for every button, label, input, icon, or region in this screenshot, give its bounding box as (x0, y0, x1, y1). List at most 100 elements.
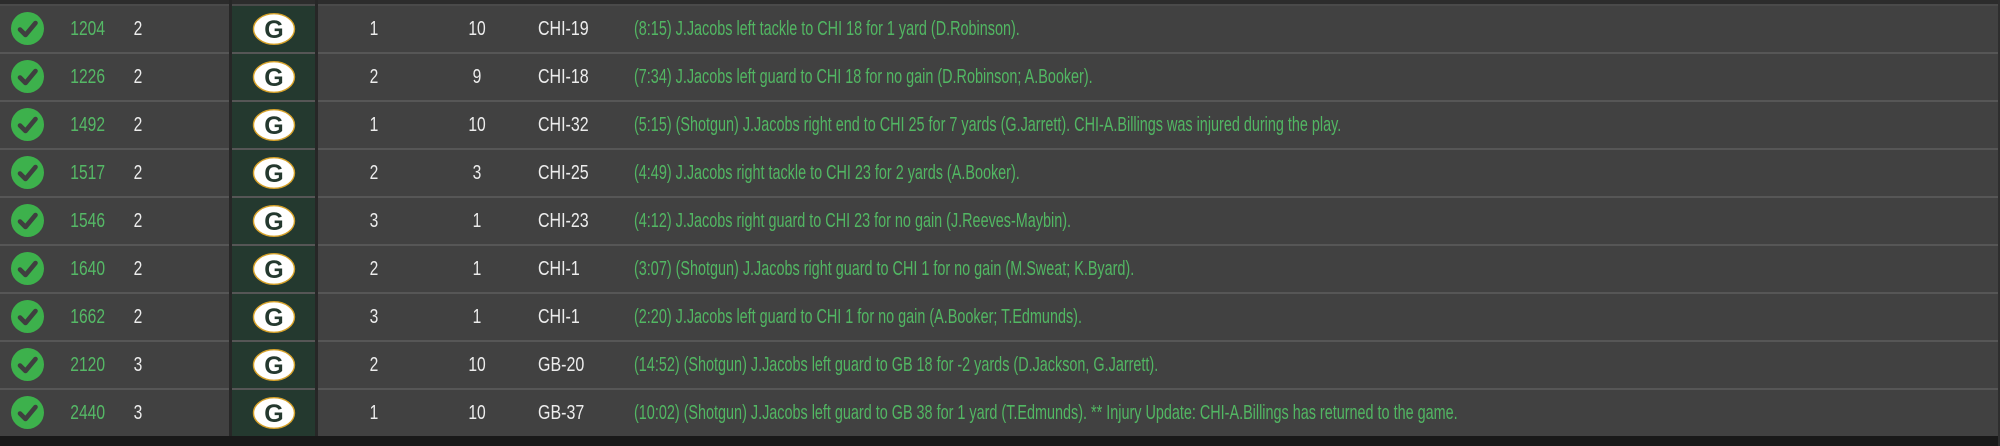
packers-logo-icon: G (252, 108, 295, 142)
play-description: (10:02) (Shotgun) J.Jacobs left guard to… (634, 402, 1458, 424)
play-id: 2120 (70, 354, 105, 376)
green-check-icon[interactable] (11, 108, 44, 141)
quarter: 2 (133, 114, 143, 136)
table-bottom-bar (0, 436, 2000, 446)
distance: 1 (472, 258, 482, 280)
team-logo-cell: G (232, 54, 315, 100)
play-description: (5:15) (Shotgun) J.Jacobs right end to C… (634, 114, 1342, 136)
field-position: GB-20 (538, 354, 585, 376)
down: 2 (369, 354, 379, 376)
down: 1 (369, 114, 379, 136)
down: 3 (369, 210, 379, 232)
distance: 10 (468, 114, 486, 136)
quarter: 2 (133, 162, 143, 184)
down: 1 (369, 18, 379, 40)
field-position: GB-37 (538, 402, 585, 424)
distance: 9 (472, 66, 482, 88)
play-id: 1492 (70, 114, 105, 136)
play-id: 1662 (70, 306, 105, 328)
table-row[interactable]: 1546 2 G 3 1 CHI-23 (4:12) J.Jacobs righ… (0, 196, 2000, 244)
team-logo-cell: G (232, 102, 315, 148)
table-top-edge (0, 0, 2000, 4)
green-check-icon[interactable] (11, 204, 44, 237)
svg-text:G: G (264, 304, 283, 332)
packers-logo-icon: G (252, 204, 295, 238)
packers-logo-icon: G (252, 348, 295, 382)
svg-text:G: G (264, 112, 283, 140)
play-description: (2:20) J.Jacobs left guard to CHI 1 for … (634, 306, 1082, 328)
svg-text:G: G (264, 352, 283, 380)
table-row[interactable]: 1640 2 G 2 1 CHI-1 (3:07) (Shotgun) J.Ja… (0, 244, 2000, 292)
packers-logo-icon: G (252, 300, 295, 334)
team-logo-cell: G (232, 198, 315, 244)
table-row[interactable]: 1517 2 G 2 3 CHI-25 (4:49) J.Jacobs righ… (0, 148, 2000, 196)
packers-logo-icon: G (252, 156, 295, 190)
green-check-icon[interactable] (11, 252, 44, 285)
field-position: CHI-23 (538, 210, 589, 232)
green-check-icon[interactable] (11, 348, 44, 381)
quarter: 2 (133, 306, 143, 328)
play-description: (8:15) J.Jacobs left tackle to CHI 18 fo… (634, 18, 1020, 40)
team-logo-cell: G (232, 294, 315, 340)
packers-logo-icon: G (252, 60, 295, 94)
quarter: 2 (133, 18, 143, 40)
team-logo-cell: G (232, 390, 315, 436)
table-row[interactable]: 1492 2 G 1 10 CHI-32 (5:15) (Shotgun) J.… (0, 100, 2000, 148)
table-right-edge (1998, 0, 2000, 446)
quarter: 2 (133, 210, 143, 232)
green-check-icon[interactable] (11, 300, 44, 333)
field-position: CHI-25 (538, 162, 589, 184)
distance: 10 (468, 18, 486, 40)
team-column-left-border (229, 0, 232, 436)
down: 1 (369, 402, 379, 424)
field-position: CHI-32 (538, 114, 589, 136)
down: 3 (369, 306, 379, 328)
play-description: (3:07) (Shotgun) J.Jacobs right guard to… (634, 258, 1135, 280)
green-check-icon[interactable] (11, 156, 44, 189)
quarter: 2 (133, 258, 143, 280)
team-column-right-border (315, 0, 318, 436)
svg-text:G: G (264, 160, 283, 188)
svg-text:G: G (264, 16, 283, 44)
field-position: CHI-1 (538, 306, 580, 328)
svg-text:G: G (264, 256, 283, 284)
field-position: CHI-18 (538, 66, 589, 88)
play-id: 1640 (70, 258, 105, 280)
green-check-icon[interactable] (11, 60, 44, 93)
table-row[interactable]: 1226 2 G 2 9 CHI-18 (7:34) J.Jacobs left… (0, 52, 2000, 100)
packers-logo-icon: G (252, 12, 295, 46)
table-row[interactable]: 1662 2 G 3 1 CHI-1 (2:20) J.Jacobs left … (0, 292, 2000, 340)
distance: 10 (468, 402, 486, 424)
svg-text:G: G (264, 400, 283, 428)
play-id: 2440 (70, 402, 105, 424)
team-logo-cell: G (232, 246, 315, 292)
team-logo-cell: G (232, 6, 315, 52)
down: 2 (369, 66, 379, 88)
play-description: (7:34) J.Jacobs left guard to CHI 18 for… (634, 66, 1093, 88)
play-description: (14:52) (Shotgun) J.Jacobs left guard to… (634, 354, 1159, 376)
play-description: (4:49) J.Jacobs right tackle to CHI 23 f… (634, 162, 1020, 184)
down: 2 (369, 258, 379, 280)
svg-text:G: G (264, 64, 283, 92)
table-row[interactable]: 2440 3 G 1 10 GB-37 (10:02) (Shotgun) J.… (0, 388, 2000, 436)
table-row[interactable]: 2120 3 G 2 10 GB-20 (14:52) (Shotgun) J.… (0, 340, 2000, 388)
play-description: (4:12) J.Jacobs right guard to CHI 23 fo… (634, 210, 1072, 232)
distance: 1 (472, 306, 482, 328)
green-check-icon[interactable] (11, 396, 44, 429)
table-row[interactable]: 1204 2 G 1 10 CHI-19 (8:15) J.Jacobs lef… (0, 4, 2000, 52)
green-check-icon[interactable] (11, 12, 44, 45)
distance: 3 (472, 162, 482, 184)
table-rows: 1204 2 G 1 10 CHI-19 (8:15) J.Jacobs lef… (0, 4, 2000, 436)
play-id: 1226 (70, 66, 105, 88)
team-logo-cell: G (232, 150, 315, 196)
packers-logo-icon: G (252, 252, 295, 286)
distance: 1 (472, 210, 482, 232)
distance: 10 (468, 354, 486, 376)
quarter: 2 (133, 66, 143, 88)
quarter: 3 (133, 402, 143, 424)
down: 2 (369, 162, 379, 184)
quarter: 3 (133, 354, 143, 376)
field-position: CHI-19 (538, 18, 589, 40)
field-position: CHI-1 (538, 258, 580, 280)
